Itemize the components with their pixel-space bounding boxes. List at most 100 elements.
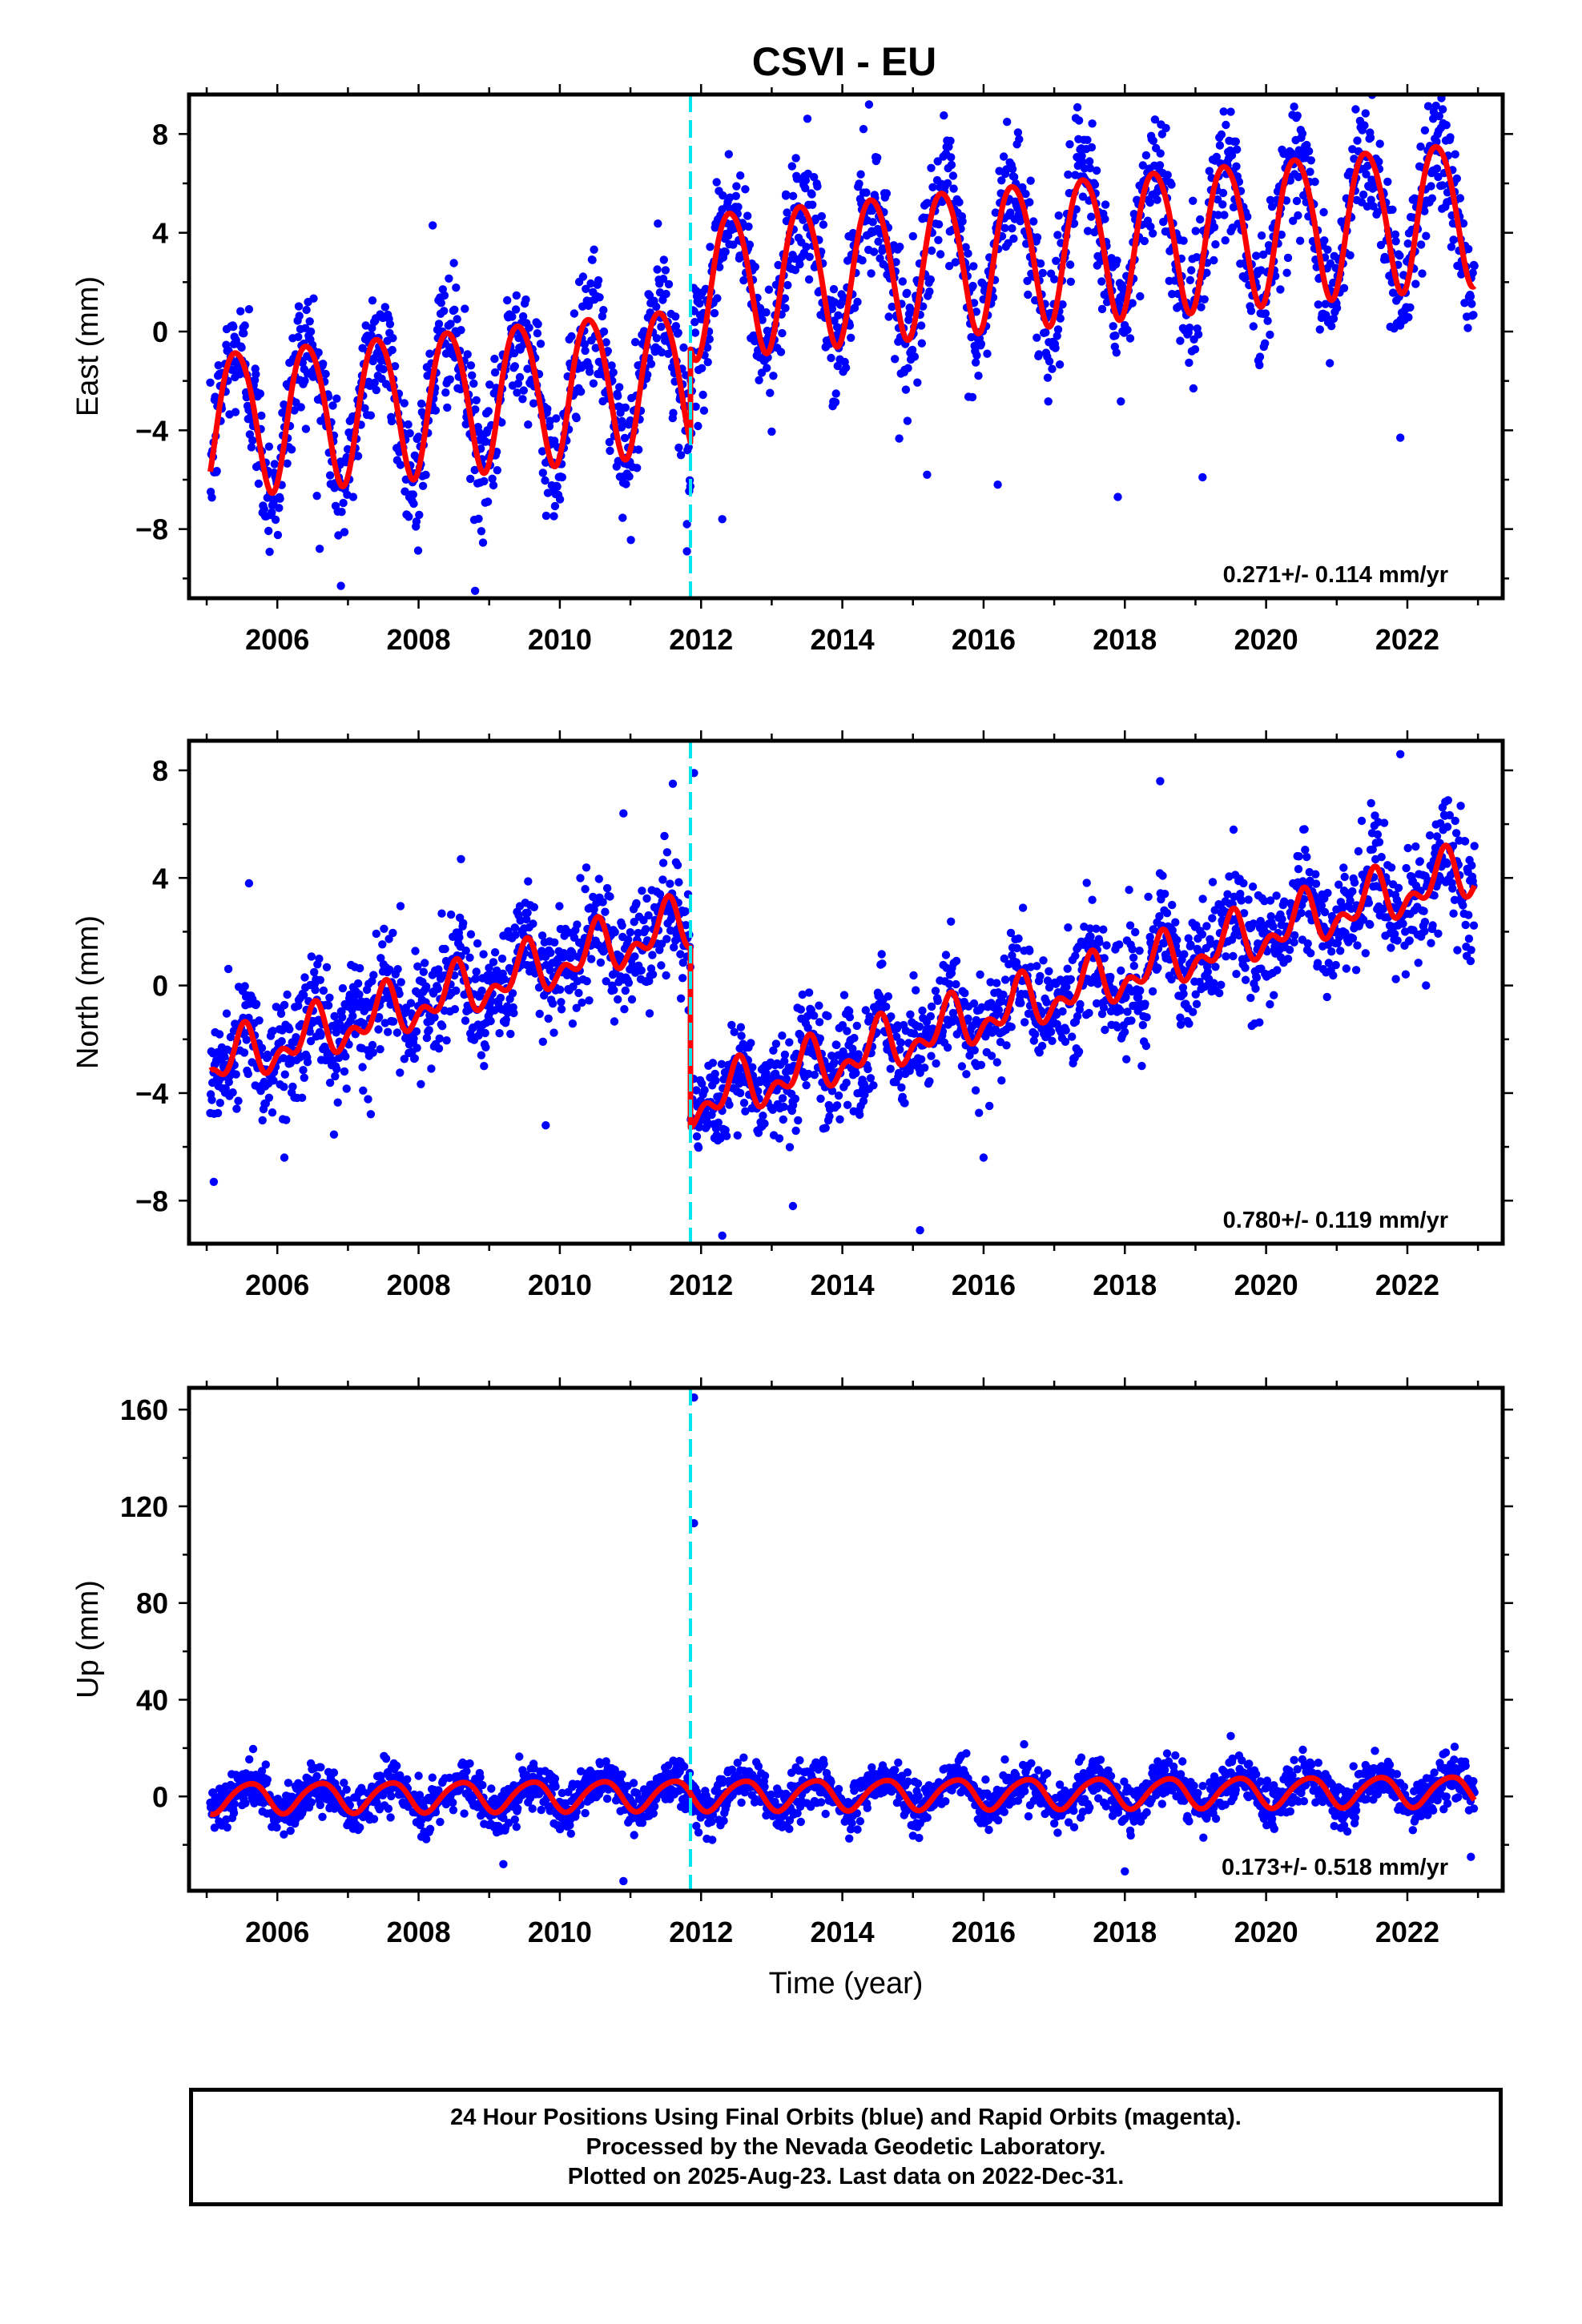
data-point [802, 1081, 811, 1090]
data-point [736, 1088, 745, 1098]
data-point [240, 321, 249, 330]
data-point [1315, 325, 1325, 334]
data-point [376, 1045, 384, 1054]
data-point [1449, 909, 1458, 918]
data-point [1285, 945, 1294, 955]
data-point [307, 1798, 316, 1807]
data-point [1202, 922, 1211, 931]
data-point [1191, 227, 1200, 235]
data-point [827, 1087, 837, 1096]
data-point [715, 263, 724, 271]
data-point [353, 979, 363, 988]
data-point [892, 258, 900, 267]
data-point [1042, 998, 1051, 1007]
data-point [388, 1017, 398, 1026]
data-point [461, 946, 470, 955]
data-point [815, 1001, 823, 1010]
data-point [214, 361, 223, 370]
data-point [690, 328, 700, 337]
data-point [524, 420, 533, 429]
data-point [904, 364, 912, 372]
data-point [509, 1008, 518, 1018]
data-point [602, 977, 610, 986]
data-point [490, 368, 500, 377]
data-point [859, 1096, 868, 1106]
north-data-points [206, 750, 1479, 1240]
data-point [206, 378, 215, 387]
data-point [1088, 895, 1097, 904]
data-point [1065, 140, 1074, 149]
data-point [545, 966, 554, 975]
data-point [832, 1040, 841, 1050]
data-point [700, 1086, 709, 1095]
data-point [300, 973, 309, 982]
data-point [271, 515, 280, 525]
outlier-point [718, 515, 727, 524]
data-point [760, 1119, 769, 1128]
data-point [634, 445, 643, 454]
data-point [283, 990, 292, 999]
data-point [775, 1134, 784, 1143]
data-point [368, 1040, 377, 1050]
data-point [964, 249, 972, 258]
data-point [244, 405, 253, 415]
data-point [557, 1005, 566, 1014]
data-point [1101, 1025, 1109, 1035]
data-point [324, 1001, 333, 1010]
data-point [555, 902, 564, 911]
data-point [549, 1028, 558, 1037]
data-point [896, 1045, 904, 1054]
data-point [332, 1028, 340, 1037]
data-point [1464, 935, 1474, 943]
data-point [702, 343, 712, 352]
data-point [368, 296, 377, 305]
data-point [1326, 359, 1334, 368]
data-point [490, 354, 499, 364]
data-point [1354, 846, 1363, 856]
data-point [1064, 923, 1073, 932]
data-point [1346, 251, 1355, 259]
data-point [356, 963, 364, 973]
data-point [466, 474, 475, 484]
data-point [927, 163, 936, 172]
data-point [1144, 892, 1153, 902]
data-point [676, 994, 686, 1003]
data-point [1109, 322, 1117, 331]
data-point [626, 536, 635, 545]
data-point [1383, 177, 1392, 187]
data-point [312, 492, 321, 501]
data-point [903, 288, 912, 297]
data-point [393, 965, 402, 974]
data-point [856, 170, 865, 179]
data-point [1090, 180, 1100, 189]
data-point [533, 320, 542, 328]
data-point [783, 208, 791, 217]
data-point [912, 986, 920, 995]
data-point [472, 967, 481, 976]
data-point [1210, 979, 1218, 987]
data-point [1045, 357, 1054, 366]
data-point [521, 295, 530, 304]
east-y-axis-label: East (mm) [71, 276, 105, 416]
data-point [1449, 235, 1458, 244]
data-point [283, 459, 292, 468]
data-point [316, 1763, 325, 1771]
data-point [496, 993, 505, 1003]
data-point [858, 256, 867, 265]
data-point [779, 1115, 787, 1124]
data-point [618, 921, 626, 931]
data-point [413, 546, 423, 555]
data-point [1168, 900, 1177, 910]
data-point [778, 328, 787, 338]
data-point [1369, 202, 1378, 211]
data-point [468, 371, 477, 380]
data-point [409, 1034, 418, 1043]
data-point [307, 952, 316, 961]
data-point [1399, 919, 1407, 928]
east-y-ticks [179, 133, 1513, 580]
data-point [413, 962, 422, 971]
data-point [658, 275, 668, 283]
east-model-curve [207, 143, 1477, 497]
data-point [376, 954, 385, 963]
data-point [970, 1046, 979, 1055]
